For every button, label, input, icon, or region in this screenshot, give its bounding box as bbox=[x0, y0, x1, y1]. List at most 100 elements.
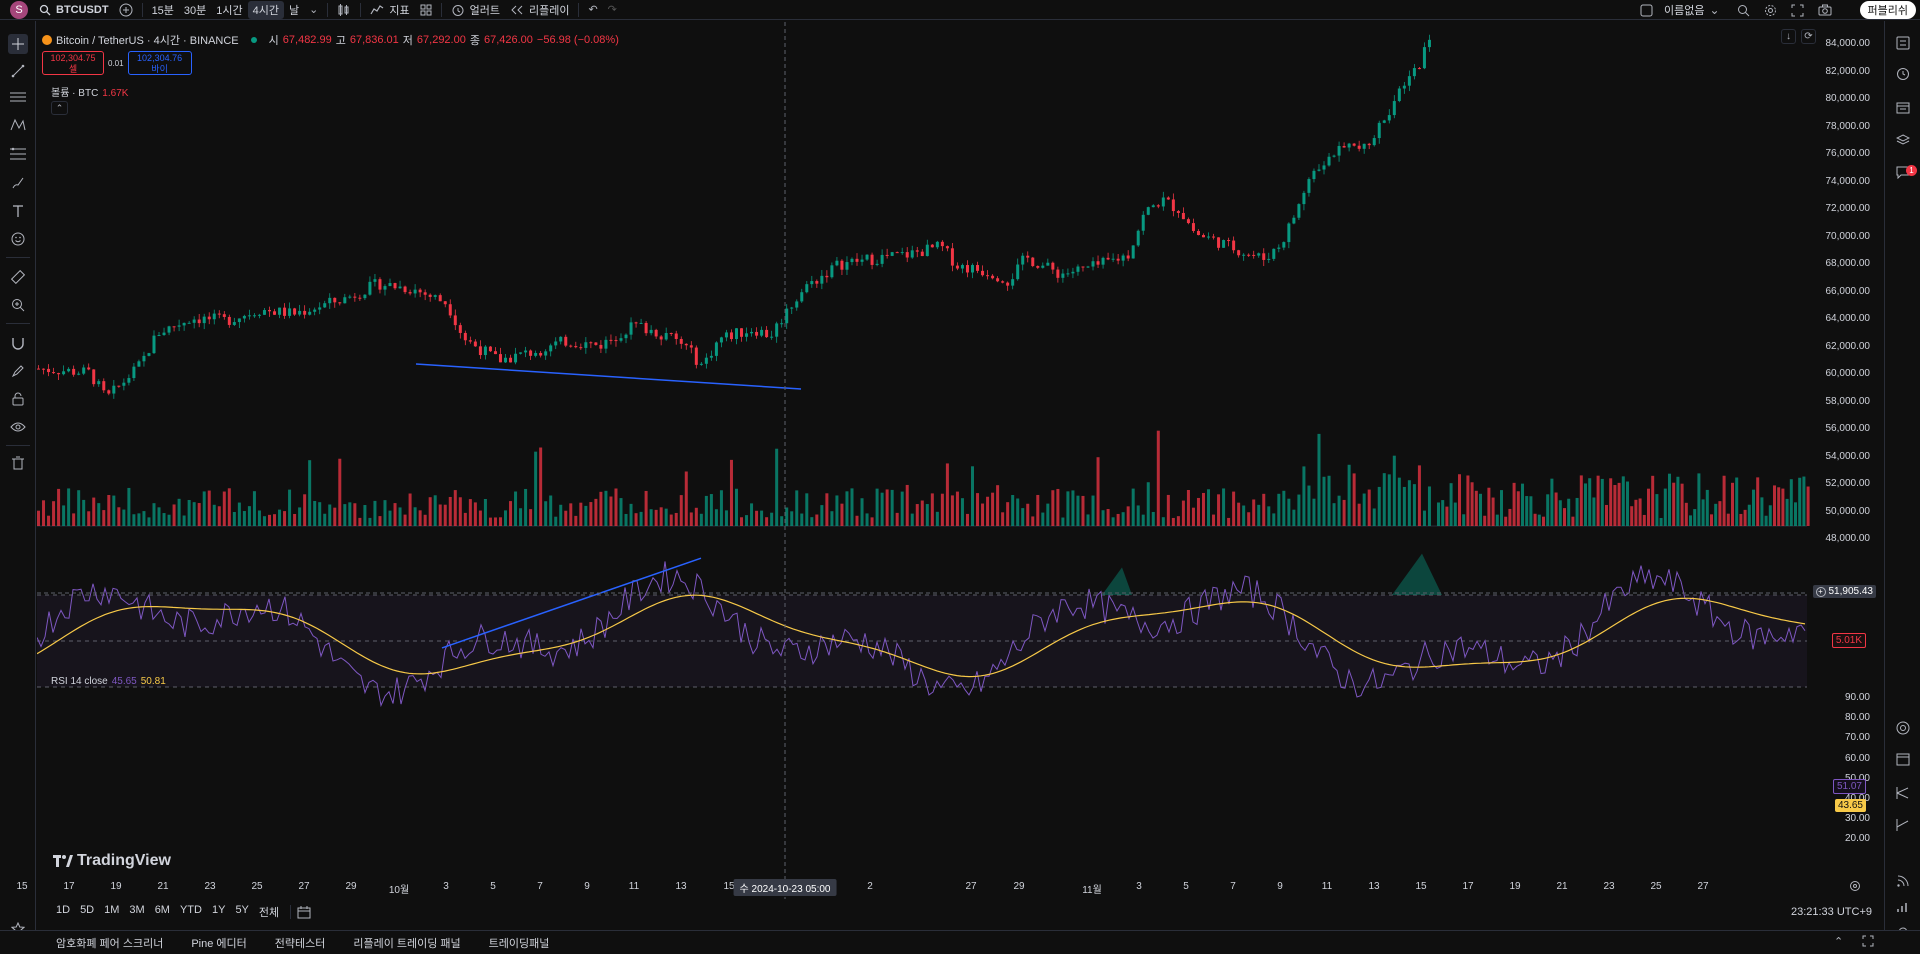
volume-bar bbox=[860, 498, 864, 526]
time-axis[interactable]: 15 17 19 21 23 25 27 29 10월 3 5 7 9 11 13 15 17 19 2 27 29 11… bbox=[16, 878, 1807, 898]
go-to-date-calendar-icon[interactable] bbox=[297, 905, 311, 919]
crosshair-price-tag[interactable]: + 51,905.43 bbox=[1812, 585, 1876, 598]
horizontal-lines-icon[interactable] bbox=[8, 87, 28, 107]
volume-bar bbox=[1186, 490, 1190, 526]
candle-body bbox=[629, 322, 633, 335]
strategy-icon[interactable] bbox=[1893, 783, 1913, 803]
trendline-tool-icon[interactable] bbox=[8, 61, 28, 81]
range-button-ytd[interactable]: YTD bbox=[179, 904, 202, 916]
candle-body bbox=[709, 355, 713, 358]
interval-1d[interactable]: 날 bbox=[289, 4, 300, 17]
scroll-down-button[interactable]: ↓ bbox=[1781, 29, 1796, 44]
range-button-6m[interactable]: 6M bbox=[154, 904, 170, 916]
calendar-icon[interactable] bbox=[1893, 749, 1913, 769]
templates-button[interactable] bbox=[415, 1, 437, 19]
price-chart[interactable] bbox=[37, 21, 1883, 903]
drawing-mode-icon[interactable] bbox=[8, 361, 28, 381]
symbol-search-button[interactable]: BTCUSDT bbox=[34, 1, 114, 19]
brush-tool-icon[interactable] bbox=[8, 173, 28, 193]
target-icon[interactable] bbox=[1893, 718, 1913, 738]
lock-icon[interactable] bbox=[8, 389, 28, 409]
candle-body bbox=[1292, 217, 1296, 224]
reset-scale-button[interactable]: ⟳ bbox=[1801, 29, 1816, 44]
interval-15m[interactable]: 15분 bbox=[151, 4, 174, 17]
compare-symbol-button[interactable] bbox=[114, 1, 138, 19]
interval-1h[interactable]: 1시간 bbox=[216, 4, 243, 17]
chart-type-button[interactable] bbox=[332, 1, 356, 19]
indicators-button[interactable]: 지표 bbox=[365, 1, 414, 19]
crosshair-cursor-icon[interactable] bbox=[8, 34, 28, 54]
maximize-panel-icon[interactable] bbox=[1862, 935, 1874, 947]
clock-timezone[interactable]: 23:21:33 UTC+9 bbox=[1790, 906, 1872, 918]
range-button-1y[interactable]: 1Y bbox=[211, 904, 226, 916]
camera-icon[interactable] bbox=[1818, 4, 1832, 16]
rsi-legend[interactable]: RSI 14 close 45.65 50.81 bbox=[51, 676, 166, 687]
magnet-icon[interactable] bbox=[8, 333, 28, 353]
fib-tool-icon[interactable] bbox=[8, 143, 28, 163]
interval-dropdown[interactable]: ⌄ bbox=[304, 1, 323, 19]
zoom-in-icon[interactable] bbox=[8, 295, 28, 315]
price-tick-label: 52,000.00 bbox=[1825, 478, 1871, 489]
volume-bar bbox=[1806, 486, 1810, 526]
tab-trading-panel[interactable]: 트레이딩패널 bbox=[488, 937, 550, 950]
signal-icon[interactable] bbox=[1893, 897, 1913, 917]
range-button-1d[interactable]: 1D bbox=[56, 904, 71, 916]
ruler-icon[interactable] bbox=[8, 267, 28, 287]
pattern-tool-icon[interactable] bbox=[8, 115, 28, 135]
symbol-title[interactable]: Bitcoin / TetherUS · 4시간 · BINANCE bbox=[56, 35, 239, 47]
redo-icon: ↷ bbox=[607, 4, 617, 16]
trash-icon[interactable] bbox=[8, 453, 28, 473]
candle-body bbox=[147, 353, 151, 356]
tab-crypto-screener[interactable]: 암호화폐 페어 스크리너 bbox=[56, 937, 164, 950]
candle-body bbox=[1317, 169, 1321, 171]
candle-body bbox=[1397, 88, 1401, 102]
quick-search-icon[interactable] bbox=[1737, 4, 1750, 17]
watchlist-icon[interactable] bbox=[1893, 33, 1913, 53]
range-button-5d[interactable]: 5D bbox=[80, 904, 95, 916]
eye-icon[interactable] bbox=[8, 417, 28, 437]
volume-bar bbox=[1207, 489, 1211, 526]
buy-button[interactable]: 102,304.76 바이 bbox=[127, 51, 192, 75]
interval-4h[interactable]: 4시간 bbox=[247, 0, 284, 19]
tradingview-logo[interactable]: TradingView bbox=[53, 852, 171, 870]
fullscreen-icon[interactable] bbox=[1791, 4, 1804, 17]
volume-bar bbox=[448, 496, 452, 526]
candle-body bbox=[1267, 258, 1271, 260]
rsi-pane bbox=[37, 553, 1806, 708]
data-window-icon[interactable] bbox=[1893, 98, 1913, 118]
alerts-clock-icon[interactable] bbox=[1893, 64, 1913, 84]
pine-icon[interactable] bbox=[1893, 815, 1913, 835]
broadcast-icon[interactable] bbox=[1893, 871, 1913, 891]
range-button-5y[interactable]: 5Y bbox=[235, 904, 249, 916]
price-axis[interactable]: 84,000.00 82,000.00 80,000.00 78,000.00 76,0… bbox=[1806, 21, 1882, 897]
layers-icon[interactable] bbox=[1893, 130, 1913, 150]
alert-button[interactable]: 얼러트 bbox=[446, 1, 505, 19]
sell-button[interactable]: 102,304.75 셀 bbox=[42, 51, 104, 75]
range-button-3m[interactable]: 3M bbox=[129, 904, 145, 916]
range-button-전체[interactable]: 전체 bbox=[258, 907, 280, 919]
redo-button[interactable]: ↷ bbox=[603, 1, 622, 19]
undo-button[interactable]: ↶ bbox=[583, 1, 602, 19]
volume-legend[interactable]: 볼륨 · BTC 1.67K bbox=[51, 84, 128, 99]
tab-pine-editor[interactable]: Pine 에디터 bbox=[191, 937, 247, 950]
range-button-1m[interactable]: 1M bbox=[104, 904, 120, 916]
emoji-tool-icon[interactable] bbox=[8, 229, 28, 249]
layout-name[interactable]: 이름없음 bbox=[1664, 5, 1705, 17]
volume-bar bbox=[1802, 476, 1806, 526]
interval-30m[interactable]: 30분 bbox=[183, 4, 207, 17]
volume-bar bbox=[795, 490, 799, 526]
tab-strategy-tester[interactable]: 전략테스터 bbox=[274, 937, 326, 950]
layout-square-icon[interactable] bbox=[1640, 4, 1653, 17]
text-tool-icon[interactable] bbox=[8, 201, 28, 221]
user-avatar[interactable]: S bbox=[10, 0, 28, 19]
tab-replay-trading[interactable]: 리플레이 트레이딩 패널 bbox=[353, 937, 461, 950]
chevron-down-icon[interactable]: ⌄ bbox=[1709, 3, 1720, 17]
price-trendline[interactable] bbox=[415, 363, 802, 390]
chevron-up-icon[interactable]: ⌃ bbox=[1834, 936, 1844, 948]
time-axis-settings-icon[interactable] bbox=[1849, 880, 1861, 892]
collapse-legend-button[interactable]: ⌃ bbox=[51, 101, 68, 115]
replay-button[interactable]: 리플레이 bbox=[505, 1, 574, 19]
settings-gear-icon[interactable] bbox=[1764, 4, 1777, 17]
time-tick-label: 25 bbox=[251, 881, 263, 892]
publish-button[interactable]: 퍼블리쉬 bbox=[1859, 1, 1916, 19]
